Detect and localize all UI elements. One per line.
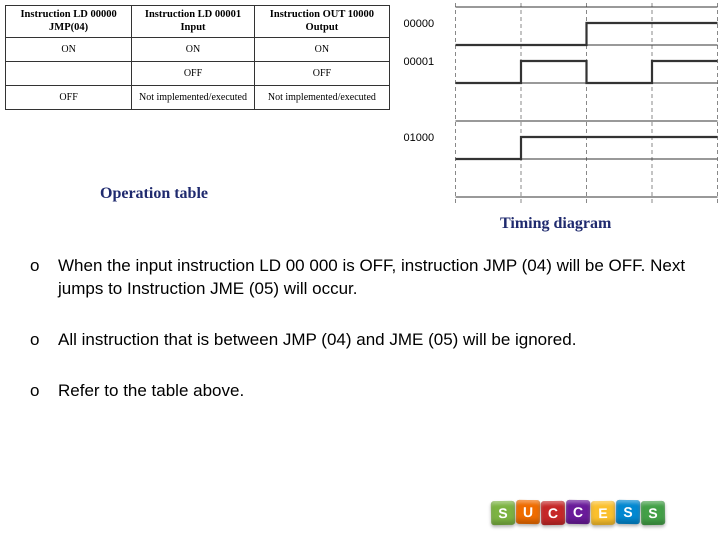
letter-block: E	[591, 501, 615, 525]
bullet-text: All instruction that is between JMP (04)…	[58, 329, 690, 352]
table-cell: ON	[254, 38, 389, 62]
letter-block: U	[516, 500, 540, 524]
bullet-list: oWhen the input instruction LD 00 000 is…	[30, 255, 690, 431]
letter-block: C	[541, 501, 565, 525]
timing-diagram-label: Timing diagram	[500, 215, 611, 233]
bullet-text: Refer to the table above.	[58, 380, 690, 403]
bullet-item: oRefer to the table above.	[30, 380, 690, 403]
table-row: OFFOFF	[6, 62, 390, 86]
success-blocks: SUCCESS	[491, 501, 665, 525]
table-cell: Not implemented/executed	[132, 86, 255, 110]
table-cell: OFF	[254, 62, 389, 86]
letter-block: S	[641, 501, 665, 525]
bullet-item: oWhen the input instruction LD 00 000 is…	[30, 255, 690, 301]
letter-block: S	[616, 500, 640, 524]
svg-text:01000: 01000	[404, 132, 435, 144]
letter-block: S	[491, 501, 515, 525]
table-row: ONONON	[6, 38, 390, 62]
table-row: OFFNot implemented/executedNot implement…	[6, 86, 390, 110]
th-1: Instruction LD 00001 Input	[132, 6, 255, 38]
th-2: Instruction OUT 10000 Output	[254, 6, 389, 38]
bullet-item: oAll instruction that is between JMP (04…	[30, 329, 690, 352]
svg-text:00001: 00001	[404, 56, 435, 68]
table-cell: ON	[132, 38, 255, 62]
table-cell: OFF	[132, 62, 255, 86]
bullet-marker: o	[30, 255, 58, 301]
table-cell: OFF	[6, 86, 132, 110]
timing-diagram: 00000 00001 01000	[395, 3, 720, 203]
table-body: ONONONOFFOFFOFFNot implemented/executedN…	[6, 38, 390, 110]
table-cell: Not implemented/executed	[254, 86, 389, 110]
th-0: Instruction LD 00000 JMP(04)	[6, 6, 132, 38]
svg-text:00000: 00000	[404, 18, 435, 30]
operation-table: Instruction LD 00000 JMP(04) Instruction…	[5, 5, 390, 110]
top-section: Instruction LD 00000 JMP(04) Instruction…	[0, 0, 720, 180]
bullet-marker: o	[30, 380, 58, 403]
bullet-text: When the input instruction LD 00 000 is …	[58, 255, 690, 301]
table-cell	[6, 62, 132, 86]
operation-table-label: Operation table	[100, 185, 208, 203]
table-header-row: Instruction LD 00000 JMP(04) Instruction…	[6, 6, 390, 38]
table-cell: ON	[6, 38, 132, 62]
letter-block: C	[566, 500, 590, 524]
bullet-marker: o	[30, 329, 58, 352]
